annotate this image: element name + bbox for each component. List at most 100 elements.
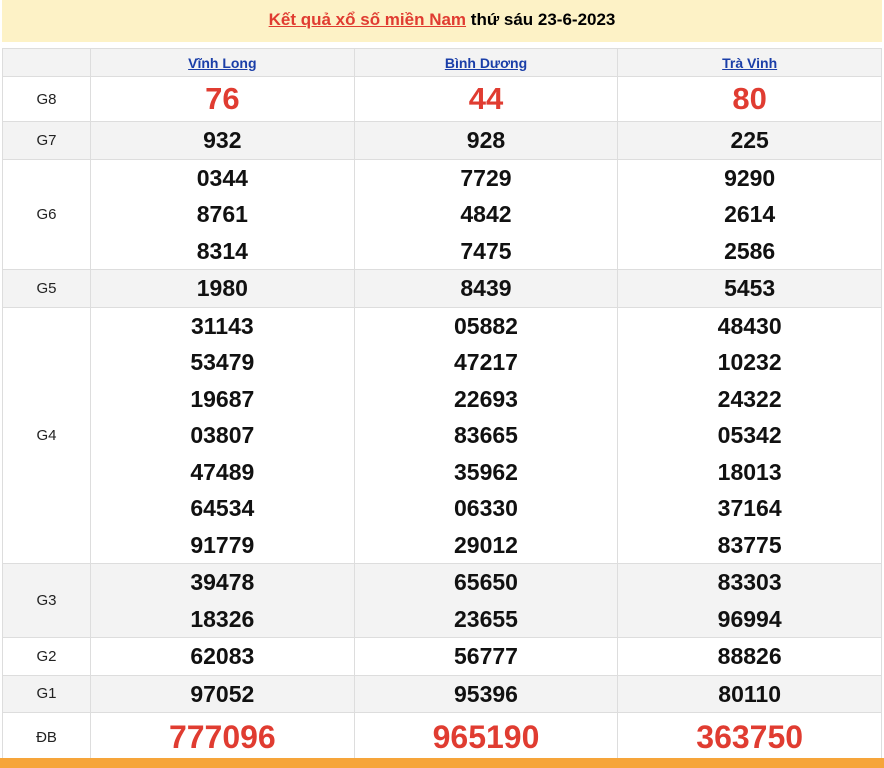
footer-bar <box>0 758 884 768</box>
prize-number: 777096 <box>168 719 276 755</box>
prize-number: 64534 <box>190 495 255 521</box>
prize-row: G7 932 928 225 <box>2 121 882 160</box>
prize-cell: 1980 <box>90 269 355 308</box>
prize-row: G6 0344 8761 8314 7729 4842 7475 9290 2614 2586 <box>2 158 882 270</box>
prize-number: 97052 <box>190 680 255 707</box>
prize-cell: 9290 2614 2586 <box>617 158 882 270</box>
prize-number: 5453 <box>724 275 776 301</box>
prize-number: 0344 <box>196 164 248 191</box>
prize-label: G8 <box>2 76 91 122</box>
prize-cell: 62083 <box>90 637 355 676</box>
prize-number: 24322 <box>717 385 782 412</box>
prize-cell: 363750 <box>617 712 882 762</box>
column-header: Vĩnh Long <box>90 48 355 77</box>
prize-cell: 39478 18326 <box>90 563 355 638</box>
prize-number: 37164 <box>717 495 782 521</box>
prize-number: 05342 <box>717 422 782 448</box>
prize-label: G5 <box>2 269 91 308</box>
prize-number: 31143 <box>190 312 254 339</box>
prize-cell: 44 <box>353 76 619 122</box>
prize-number: 56777 <box>454 643 518 669</box>
prize-cell: 80110 <box>617 674 882 713</box>
prize-number: 23655 <box>454 605 518 632</box>
prize-number: 39478 <box>190 569 255 595</box>
prize-number: 47489 <box>190 458 255 485</box>
prize-row: G3 39478 18326 65650 23655 83303 96994 <box>2 563 882 638</box>
prize-number: 932 <box>203 127 242 153</box>
prize-cell: 0344 8761 8314 <box>90 158 355 270</box>
prize-cell: 65650 23655 <box>353 563 619 638</box>
prize-label: G3 <box>2 563 91 638</box>
prize-label: G2 <box>2 637 91 676</box>
province-link[interactable]: Trà Vinh <box>722 54 778 71</box>
prize-number: 8439 <box>460 275 512 301</box>
prize-cell: 95396 <box>353 674 619 713</box>
prize-number: 363750 <box>696 719 804 755</box>
prize-number: 91779 <box>190 531 255 558</box>
prize-number: 83775 <box>717 531 782 558</box>
prize-cell: 83303 96994 <box>617 563 882 638</box>
prize-number: 2614 <box>724 201 776 227</box>
prize-number: 62083 <box>190 643 255 669</box>
prize-number: 965190 <box>432 719 540 755</box>
prize-row: G5 1980 8439 5453 <box>2 269 882 308</box>
prize-number: 22693 <box>454 385 518 412</box>
prize-row: G1 97052 95396 80110 <box>2 674 882 713</box>
prize-row: G2 62083 56777 88826 <box>2 637 882 676</box>
prize-number: 03807 <box>190 422 255 448</box>
prize-number: 8761 <box>196 201 248 227</box>
prize-number: 2586 <box>724 237 776 264</box>
province-link[interactable]: Vĩnh Long <box>188 54 257 71</box>
prize-number: 83303 <box>717 569 782 595</box>
prize-number: 80 <box>732 81 767 116</box>
prize-row: ĐB 777096 965190 363750 <box>2 712 882 762</box>
prize-number: 9290 <box>724 164 776 191</box>
prize-cell: 7729 4842 7475 <box>353 158 619 270</box>
prize-number: 8314 <box>196 237 248 264</box>
prize-cell: 31143 53479 19687 03807 47489 64534 91779 <box>90 306 355 564</box>
prize-cell: 932 <box>90 121 355 160</box>
prize-number: 65650 <box>454 569 518 595</box>
header-row: Vĩnh Long Bình Dương Trà Vinh <box>2 48 882 77</box>
prize-number: 47217 <box>454 349 518 375</box>
prize-cell: 97052 <box>90 674 355 713</box>
prize-cell: 80 <box>617 76 882 122</box>
prize-cell: 928 <box>353 121 619 160</box>
prize-number: 35962 <box>454 458 518 485</box>
prize-label: G6 <box>2 158 91 270</box>
province-link[interactable]: Bình Dương <box>444 54 528 71</box>
prize-number: 53479 <box>190 349 255 375</box>
prize-number: 10232 <box>717 349 782 375</box>
prize-number: 928 <box>466 127 506 153</box>
prize-cell: 8439 <box>353 269 619 308</box>
prize-number: 19687 <box>190 385 255 412</box>
prize-row: G8 76 44 80 <box>2 76 882 122</box>
prize-cell: 5453 <box>617 269 882 308</box>
prize-number: 4842 <box>460 201 512 227</box>
prize-number: 76 <box>205 81 240 116</box>
prize-number: 18326 <box>190 605 255 632</box>
prize-cell: 777096 <box>90 712 355 762</box>
prize-number: 83665 <box>454 422 518 448</box>
title-link[interactable]: Kết quả xổ số miền Nam <box>268 10 467 29</box>
prize-cell: 76 <box>90 76 355 122</box>
prize-label: G7 <box>2 121 91 160</box>
prize-cell: 05882 47217 22693 83665 35962 06330 29012 <box>353 306 619 564</box>
prize-number: 96994 <box>717 605 782 632</box>
prize-number: 48430 <box>717 312 782 339</box>
prize-number: 95396 <box>454 680 518 707</box>
prize-number: 44 <box>468 81 504 116</box>
prize-cell: 225 <box>617 121 882 160</box>
prize-number: 1980 <box>196 275 248 301</box>
prize-number: 29012 <box>454 531 518 558</box>
prize-number: 80110 <box>718 680 781 707</box>
prize-label: G1 <box>2 674 91 713</box>
prize-number: 7729 <box>460 164 512 191</box>
prize-label: ĐB <box>2 712 91 762</box>
column-header: Bình Dương <box>353 48 619 77</box>
prize-row: G4 31143 53479 19687 03807 47489 64534 91779 058… <box>2 306 882 564</box>
corner <box>2 48 91 77</box>
prize-cell: 56777 <box>353 637 619 676</box>
prize-number: 06330 <box>454 495 518 521</box>
